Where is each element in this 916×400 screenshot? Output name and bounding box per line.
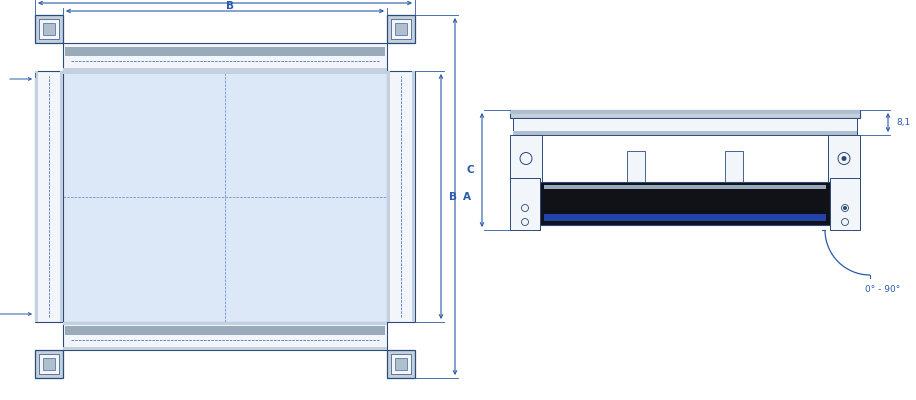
Bar: [387, 350, 415, 378]
Text: 0° - 90°: 0° - 90°: [865, 284, 900, 294]
Bar: [395, 23, 407, 35]
Text: B: B: [226, 1, 234, 11]
Bar: [510, 178, 540, 230]
Bar: [43, 358, 55, 370]
Bar: [725, 152, 743, 182]
Bar: [391, 19, 411, 39]
Bar: [627, 152, 645, 182]
Circle shape: [842, 156, 846, 161]
Bar: [35, 71, 38, 322]
Bar: [412, 71, 415, 322]
Bar: [63, 322, 387, 325]
Bar: [65, 47, 385, 56]
Bar: [387, 71, 390, 322]
Bar: [830, 178, 860, 230]
Bar: [540, 182, 830, 225]
Bar: [63, 71, 387, 322]
Text: B: B: [449, 192, 457, 202]
Text: C: C: [466, 165, 474, 175]
Bar: [63, 322, 387, 350]
Bar: [65, 326, 385, 334]
Bar: [35, 15, 63, 43]
Bar: [35, 350, 63, 378]
Bar: [63, 71, 387, 74]
Bar: [35, 71, 63, 322]
Bar: [391, 354, 411, 374]
Bar: [387, 71, 415, 322]
Bar: [828, 135, 860, 182]
Circle shape: [843, 206, 847, 210]
Bar: [63, 43, 387, 71]
Bar: [43, 23, 55, 35]
Bar: [39, 354, 59, 374]
Text: A: A: [463, 192, 471, 202]
Text: A: A: [226, 0, 234, 2]
Text: 8,1: 8,1: [896, 118, 911, 127]
Bar: [63, 68, 387, 71]
Bar: [513, 118, 857, 135]
Bar: [395, 358, 407, 370]
Bar: [60, 71, 63, 322]
Bar: [39, 19, 59, 39]
Bar: [510, 135, 542, 182]
Bar: [63, 347, 387, 350]
Bar: [387, 15, 415, 43]
Bar: [510, 110, 860, 114]
Bar: [510, 110, 860, 118]
Bar: [544, 185, 826, 189]
Bar: [513, 131, 857, 135]
Bar: [544, 214, 826, 221]
